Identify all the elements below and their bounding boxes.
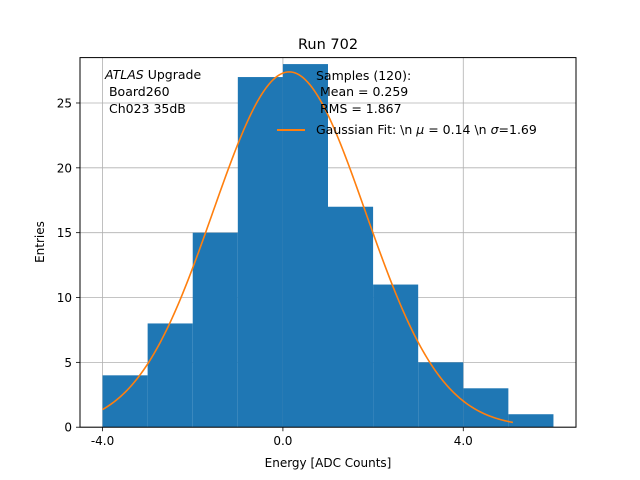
- legend-header-line-3: RMS = 1.867: [316, 101, 402, 116]
- atlas-annotation: ATLAS Upgrade Board260 Ch023 35dB: [104, 67, 201, 116]
- annotation-line-1: ATLAS Upgrade: [104, 67, 201, 82]
- x-axis-label: Energy [ADC Counts]: [265, 456, 392, 470]
- histogram-bar: [373, 284, 419, 428]
- x-tick-label: -4.0: [91, 434, 114, 448]
- gaussian-fit: [102, 71, 514, 424]
- y-tick-label: 25: [57, 96, 72, 110]
- legend-fit-label: Gaussian Fit: \n μ = 0.14 \n σ=1.69: [316, 122, 537, 137]
- histogram-bar: [192, 232, 238, 428]
- histogram-bar: [508, 414, 554, 428]
- legend-fit-end: =1.69: [499, 122, 537, 137]
- annotation-line-2: Board260: [105, 84, 170, 99]
- y-tick-label: 5: [64, 356, 72, 370]
- histogram-bar: [328, 206, 374, 428]
- y-tick-label: 20: [57, 161, 72, 175]
- histogram-bar: [463, 388, 509, 428]
- x-tick-label: 0.0: [273, 434, 292, 448]
- legend: Samples (120): Mean = 0.259 RMS = 1.867 …: [277, 68, 537, 137]
- plot-frame: [79, 57, 577, 428]
- chart-title: Run 702: [298, 37, 358, 53]
- legend-sigma-symbol: σ: [491, 122, 500, 137]
- legend-header-line-1: Samples (120):: [316, 68, 411, 83]
- y-tick-label: 15: [57, 226, 72, 240]
- annotation-line-3: Ch023 35dB: [105, 101, 186, 116]
- x-tick-label: 4.0: [454, 434, 473, 448]
- histogram-bar: [102, 375, 148, 428]
- annotation-atlas: ATLAS: [104, 67, 144, 82]
- y-tick-label: 0: [64, 421, 72, 435]
- histogram-bar: [282, 64, 328, 428]
- histogram-bars: [102, 64, 554, 428]
- y-axis-label: Entries: [33, 221, 47, 263]
- y-tick-label: 10: [57, 291, 72, 305]
- legend-fit-mid: = 0.14 \n: [424, 122, 490, 137]
- legend-header-line-2: Mean = 0.259: [316, 84, 408, 99]
- legend-mu-symbol: μ: [415, 122, 424, 137]
- x-axis-ticks: -4.0 0.0 4.0: [91, 427, 473, 448]
- histogram-bar: [237, 77, 283, 428]
- legend-fit-prefix: Gaussian Fit: \n: [316, 122, 416, 137]
- histogram-bar: [147, 323, 193, 428]
- annotation-upgrade: Upgrade: [144, 67, 202, 82]
- gaussian-fit-curve: [102, 71, 514, 424]
- y-axis-ticks: 0 5 10 15 20 25: [57, 96, 80, 435]
